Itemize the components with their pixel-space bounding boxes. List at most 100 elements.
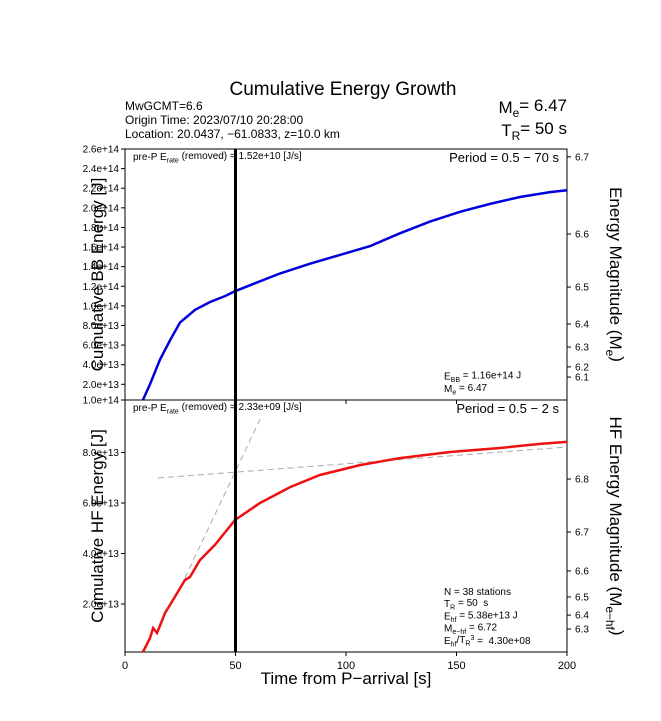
text-part: = 6.47 xyxy=(456,383,487,394)
text-part: N = 38 stations xyxy=(444,587,511,598)
text-part: M xyxy=(498,98,512,117)
summary-note: Ehf/TR3 = 4.30e+08 xyxy=(444,635,531,649)
y2-tick-label: 6.3 xyxy=(575,624,589,635)
y-tick-label: 1.0e+14 xyxy=(83,301,120,312)
pre-p-note: pre-P Erate (removed) = 1.52e+10 [J/s] xyxy=(133,151,302,165)
period-note: Period = 0.5 − 70 s xyxy=(449,150,559,165)
period-note: Period = 0.5 − 2 s xyxy=(456,401,559,416)
y2-tick-label: 6.3 xyxy=(575,343,589,354)
text-part: BB xyxy=(451,377,461,384)
x-tick-label: 100 xyxy=(337,660,355,672)
energy-curve xyxy=(141,188,568,401)
y2-tick-label: 6.7 xyxy=(575,528,589,539)
y-axis-label: Cumulative BB Energy [J] xyxy=(88,178,107,372)
text-part: = 50 s xyxy=(520,119,567,138)
summary-note: Ehf = 5.38e+13 J xyxy=(444,610,518,624)
y-tick-label: 6.0e+13 xyxy=(83,341,120,352)
y-tick-label: 2.2e+14 xyxy=(83,184,120,195)
plot-frame xyxy=(124,148,568,401)
info-line: MwGCMT=6.6 xyxy=(125,99,203,113)
y-tick-label: 2.0e+13 xyxy=(83,600,120,611)
summary-note: TR = 50 s xyxy=(444,598,488,612)
text-part: = 5.38e+13 J xyxy=(457,610,518,621)
fit-line xyxy=(157,446,568,479)
y-tick-label: 4.0e+13 xyxy=(83,360,120,371)
y2-tick-label: 6.4 xyxy=(575,320,589,331)
text-part: R xyxy=(450,605,455,612)
text-part: M xyxy=(444,624,452,635)
y2-tick-label: 6.1 xyxy=(575,373,589,384)
y-tick-label: 2.0e+13 xyxy=(83,380,120,391)
text-part: (removed) = 2.33e+09 [J/s] xyxy=(179,402,302,413)
x-tick-label: 0 xyxy=(122,660,128,672)
text-part: e xyxy=(452,389,456,396)
text-part: rate xyxy=(167,157,179,164)
x-tick-label: 50 xyxy=(229,660,241,672)
text-part: E xyxy=(444,372,451,383)
y-tick-label: 8.0e+13 xyxy=(83,321,120,332)
text-part: E xyxy=(444,611,451,622)
text-part: = 4.30e+08 xyxy=(474,636,531,647)
y2-tick-label: 6.6 xyxy=(575,566,589,577)
y-tick-label: 1.6e+14 xyxy=(83,243,120,254)
summary-note: N = 38 stations xyxy=(444,587,511,598)
y2-tick-label: 6.2 xyxy=(575,362,589,373)
y-tick-label: 1.2e+14 xyxy=(83,282,120,293)
text-part: /T xyxy=(457,635,466,646)
y-tick-label: 4.0e+13 xyxy=(83,549,120,560)
text-part: = 6.47 xyxy=(519,96,567,115)
y2-tick-label: 6.5 xyxy=(575,592,589,603)
y2-tick-label: 6.7 xyxy=(575,152,589,163)
text-part: pre-P E xyxy=(133,152,167,163)
text-part: pre-P E xyxy=(133,403,167,414)
y2-tick-label: 6.5 xyxy=(575,283,589,294)
x-tick-label: 150 xyxy=(447,660,465,672)
summary-note: Me = 6.47 xyxy=(444,383,488,397)
text-part: e−hf xyxy=(452,629,466,636)
energy-curve xyxy=(141,440,568,653)
text-part: M xyxy=(444,384,452,395)
text-part: R xyxy=(512,129,521,143)
info-line: Origin Time: 2023/07/10 20:28:00 xyxy=(125,113,303,127)
text-part: E xyxy=(444,636,451,647)
y-tick-label: 1.8e+14 xyxy=(83,223,120,234)
info-line: Location: 20.0437, −61.0833, z=10.0 km xyxy=(125,127,340,141)
text-part: e xyxy=(513,106,520,120)
x-axis-label: Time from P−arrival [s] xyxy=(261,669,432,688)
y-tick-label: 1.0e+14 xyxy=(83,396,120,407)
summary-note: EBB = 1.16e+14 J xyxy=(444,371,521,385)
y2-tick-label: 6.8 xyxy=(575,475,589,486)
summary-note: Me−hf = 6.72 xyxy=(444,623,497,637)
chart-title: Cumulative Energy Growth xyxy=(229,79,456,100)
y-tick-label: 2.4e+14 xyxy=(83,164,120,175)
fit-line xyxy=(184,414,263,579)
text-part: T xyxy=(444,599,450,610)
text-part: = 50 s xyxy=(455,598,488,609)
pre-p-note: pre-P Erate (removed) = 2.33e+09 [J/s] xyxy=(133,402,302,416)
rupture-time-label: TR= 50 s xyxy=(501,119,567,143)
text-part: ) xyxy=(608,356,627,362)
text-part: T xyxy=(501,121,511,140)
text-part: e−hf xyxy=(603,606,617,630)
y-tick-label: 1.4e+14 xyxy=(83,262,120,273)
text-part: hf xyxy=(451,617,457,624)
y2-tick-label: 6.6 xyxy=(575,230,589,241)
text-part: R xyxy=(465,640,470,647)
y-tick-label: 2.6e+14 xyxy=(83,145,120,156)
y-tick-label: 8.0e+13 xyxy=(83,448,120,459)
text-part: = 6.72 xyxy=(466,623,497,634)
text-part: (removed) = 1.52e+10 [J/s] xyxy=(179,151,302,162)
x-tick-label: 200 xyxy=(558,660,576,672)
y-tick-label: 2.0e+14 xyxy=(83,203,120,214)
text-part: rate xyxy=(167,408,179,415)
text-part: Energy Magnitude (M xyxy=(606,187,625,350)
y2-axis-label: HF Energy Magnitude (Me−hf) xyxy=(603,416,627,635)
magnitude-label: Me= 6.47 xyxy=(498,96,567,120)
text-part: = 1.16e+14 J xyxy=(460,371,521,382)
y2-axis-label: Energy Magnitude (Me) xyxy=(603,187,627,362)
y-axis-label: Cumulative HF Energy [J] xyxy=(88,429,107,623)
y2-tick-label: 6.4 xyxy=(575,611,589,622)
text-part: HF Energy Magnitude (M xyxy=(606,416,625,606)
text-part: e xyxy=(603,350,617,357)
